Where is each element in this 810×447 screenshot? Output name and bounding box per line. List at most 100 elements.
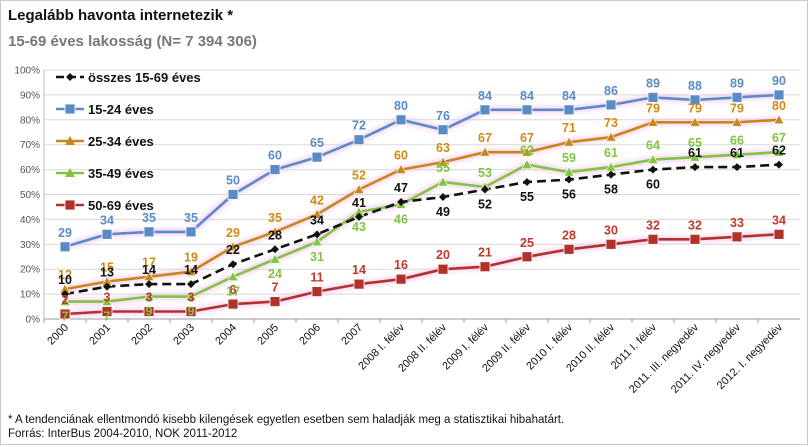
data-point xyxy=(479,261,491,273)
data-point xyxy=(437,176,449,187)
data-label: 53 xyxy=(478,166,492,180)
data-point xyxy=(691,163,699,172)
x-tick-label: 2001 xyxy=(87,322,113,348)
y-axis-ticks: 0% 10% 20% 30% 40% 50% 60% 70% 80% 90% 100% xyxy=(14,66,40,326)
series-lines xyxy=(64,91,780,318)
data-point xyxy=(523,178,531,187)
data-label: 46 xyxy=(394,212,408,226)
data-label: 42 xyxy=(310,193,324,207)
data-point xyxy=(395,273,407,285)
data-point xyxy=(269,253,281,264)
data-point xyxy=(731,149,743,159)
legend-marker xyxy=(66,73,74,81)
data-label: 7 xyxy=(272,281,279,295)
y-tick-label: 20% xyxy=(20,265,40,276)
data-label: 52 xyxy=(478,198,492,212)
data-label: 59 xyxy=(562,151,576,165)
data-point xyxy=(143,306,155,317)
data-point xyxy=(689,151,701,162)
data-point xyxy=(731,91,743,103)
data-label: 60 xyxy=(268,149,282,163)
data-point xyxy=(227,241,239,252)
data-point xyxy=(269,226,281,237)
y-tick-label: 80% xyxy=(20,115,40,126)
data-label: 73 xyxy=(604,116,618,130)
chart-title: Legalább havonta internetezik * xyxy=(8,7,234,24)
data-label: 34 xyxy=(310,213,324,227)
data-point xyxy=(479,146,491,157)
series-line xyxy=(64,118,780,291)
data-point xyxy=(773,146,785,157)
data-label: 86 xyxy=(604,84,618,98)
data-point xyxy=(101,306,113,317)
data-point xyxy=(647,233,659,245)
data-label: 67 xyxy=(772,131,786,145)
data-label: 49 xyxy=(436,205,450,219)
legend-label: összes 15-69 éves xyxy=(88,70,201,85)
data-label: 60 xyxy=(646,178,660,192)
x-tick-label: 2011. IV. negyedév xyxy=(669,321,744,396)
x-tick-label: 2006 xyxy=(297,322,323,348)
data-point xyxy=(311,151,323,163)
data-label: 63 xyxy=(436,141,450,155)
data-point xyxy=(563,136,575,147)
data-label: 66 xyxy=(730,134,744,148)
data-label: 55 xyxy=(520,190,534,204)
data-point xyxy=(185,306,197,317)
data-label: 14 xyxy=(142,263,156,277)
data-point xyxy=(437,124,449,136)
data-label: 29 xyxy=(226,226,240,240)
data-label: 67 xyxy=(520,131,534,145)
x-tick-label: 2007 xyxy=(339,322,365,348)
data-point xyxy=(59,295,71,306)
legend-marker xyxy=(64,199,76,211)
x-tick-label: 2004 xyxy=(213,322,239,348)
data-label: 28 xyxy=(562,228,576,242)
data-label: 61 xyxy=(688,146,702,160)
data-label: 14 xyxy=(352,263,366,277)
data-label: 24 xyxy=(268,267,282,281)
data-point xyxy=(185,290,197,301)
data-label: 50 xyxy=(226,174,240,188)
data-label: 12 xyxy=(58,268,72,282)
data-label: 33 xyxy=(730,216,744,230)
data-label: 80 xyxy=(772,99,786,113)
data-point xyxy=(647,116,659,127)
data-point xyxy=(311,208,323,219)
data-point xyxy=(395,163,407,174)
data-point xyxy=(773,114,785,125)
data-label: 60 xyxy=(394,149,408,163)
data-point xyxy=(187,280,195,289)
data-point xyxy=(437,156,449,167)
data-label: 84 xyxy=(478,89,492,103)
data-label: 88 xyxy=(688,79,702,93)
data-label: 35 xyxy=(142,211,156,225)
data-point xyxy=(353,278,365,290)
data-point xyxy=(481,185,489,194)
data-label: 61 xyxy=(604,146,618,160)
data-label: 17 xyxy=(226,285,240,299)
data-point xyxy=(689,116,701,127)
data-point xyxy=(229,260,237,269)
data-label: 30 xyxy=(604,223,618,237)
series-glow xyxy=(65,148,780,306)
data-point xyxy=(59,241,71,253)
legend-marker xyxy=(64,103,76,115)
chart-subtitle: 15-69 éves lakosság (N= 7 394 306) xyxy=(8,33,257,50)
legend-label: 50-69 éves xyxy=(88,198,154,213)
data-point xyxy=(185,226,197,238)
data-label: 43 xyxy=(352,220,366,234)
data-label: 2 xyxy=(62,293,69,307)
data-point xyxy=(731,231,743,243)
data-label: 3 xyxy=(188,291,195,305)
data-point xyxy=(227,189,239,200)
data-point xyxy=(311,286,323,298)
data-point xyxy=(731,116,743,127)
data-point xyxy=(605,99,617,111)
data-point xyxy=(271,245,279,254)
data-label: 22 xyxy=(226,243,240,257)
data-label: 32 xyxy=(688,218,702,232)
data-point xyxy=(647,154,659,164)
data-label: 17 xyxy=(142,256,156,270)
y-tick-label: 70% xyxy=(20,140,40,151)
